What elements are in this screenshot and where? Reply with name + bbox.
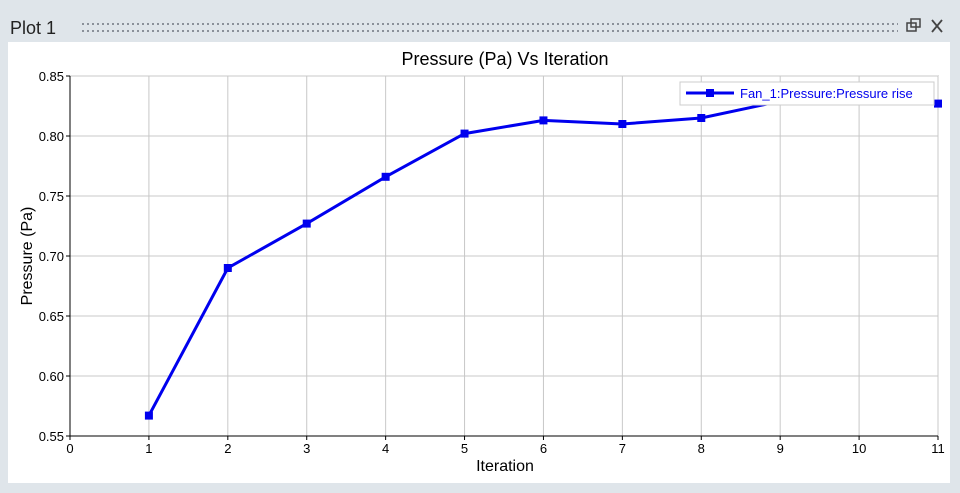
x-tick-label: 4 [382, 441, 389, 456]
y-tick-label: 0.75 [39, 189, 64, 204]
y-tick-label: 0.65 [39, 309, 64, 324]
close-icon [931, 19, 943, 33]
x-tick-label: 10 [852, 441, 866, 456]
x-tick-label: 2 [224, 441, 231, 456]
point-marker [460, 129, 469, 138]
restore-button[interactable] [906, 18, 921, 32]
x-tick-label: 3 [303, 441, 310, 456]
point-marker [223, 264, 232, 272]
point-marker [934, 99, 942, 108]
legend: Fan_1:Pressure:Pressure rise [679, 81, 935, 106]
close-button[interactable] [931, 19, 943, 33]
x-tick-label: 8 [698, 441, 705, 456]
point-marker [381, 172, 390, 181]
x-tick-label: 5 [461, 441, 468, 456]
legend-marker [706, 89, 714, 97]
y-tick-label: 0.60 [39, 369, 64, 384]
x-axis-title: Iteration [476, 458, 534, 475]
ticks: 0 1 2 3 4 5 6 7 8 9 10 11 0.55 0.60 0.65 0.70 0.75 0.80 0.… [39, 69, 945, 456]
point-marker [302, 219, 311, 228]
plot-background [8, 42, 950, 483]
y-tick-label: 0.55 [39, 429, 64, 444]
point-marker [697, 114, 706, 122]
x-tick-label: 1 [145, 441, 152, 456]
chart-title: Pressure (Pa) Vs Iteration [401, 49, 608, 69]
point-marker [144, 411, 153, 420]
x-tick-label: 6 [540, 441, 547, 456]
point-marker [618, 120, 627, 128]
y-tick-label: 0.70 [39, 249, 64, 264]
y-tick-label: 0.85 [39, 69, 64, 84]
legend-label: Fan_1:Pressure:Pressure rise [740, 86, 913, 101]
x-tick-label: 11 [931, 441, 945, 456]
x-tick-label: 7 [619, 441, 626, 456]
panel-title: Plot 1 [10, 18, 56, 38]
y-tick-label: 0.80 [39, 129, 64, 144]
point-marker [539, 116, 548, 125]
y-axis-title: Pressure (Pa) [19, 207, 36, 306]
restore-icon [910, 18, 921, 28]
legend-box [679, 81, 935, 106]
x-tick-label: 0 [66, 441, 73, 456]
x-tick-label: 9 [777, 441, 784, 456]
